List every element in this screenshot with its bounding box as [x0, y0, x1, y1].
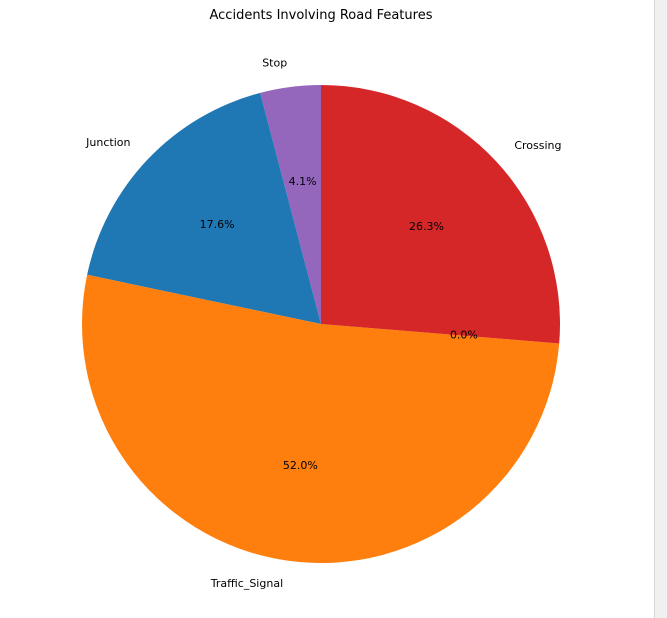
pie-slice-traffic-signal — [82, 274, 560, 563]
scrollbar-track[interactable] — [654, 0, 667, 618]
slice-label-traffic-signal: Traffic_Signal — [210, 577, 283, 590]
slice-percent-slice-3: 0.0% — [450, 329, 478, 342]
slice-percent-crossing: 26.3% — [409, 220, 444, 233]
scrollbar-border — [654, 0, 655, 618]
pie-slices — [82, 85, 560, 563]
slice-label-crossing: Crossing — [514, 139, 561, 152]
chart-title: Accidents Involving Road Features — [210, 8, 433, 23]
slice-percent-stop: 4.1% — [289, 175, 317, 188]
slice-label-stop: Stop — [262, 56, 287, 69]
slice-percent-junction: 17.6% — [200, 218, 235, 231]
slice-percent-traffic-signal: 52.0% — [283, 459, 318, 472]
pie-slice-stop — [260, 85, 321, 324]
pie-labels: Stop 4.1% Junction 17.6% Traffic_Signal 52.0%… — [85, 56, 561, 590]
pie-slice-junction — [87, 92, 321, 324]
slice-label-junction: Junction — [85, 136, 130, 149]
pie-slice-crossing — [321, 85, 560, 344]
